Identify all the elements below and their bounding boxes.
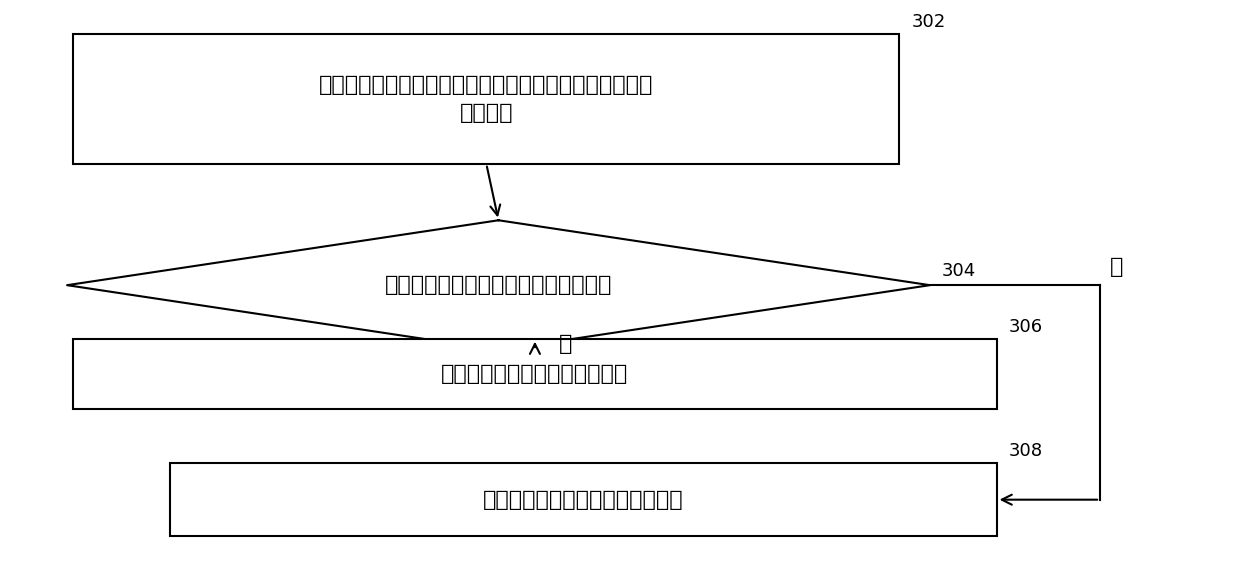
Text: 302: 302 bbox=[911, 13, 946, 31]
FancyBboxPatch shape bbox=[73, 34, 899, 164]
Text: 304: 304 bbox=[942, 262, 976, 279]
FancyBboxPatch shape bbox=[73, 339, 997, 410]
FancyBboxPatch shape bbox=[170, 463, 997, 536]
Text: 否: 否 bbox=[1110, 257, 1123, 276]
Text: 判断所述电压信号是否高于第一预设值: 判断所述电压信号是否高于第一预设值 bbox=[384, 275, 613, 295]
Text: 所述电量信息符合所述预设条件: 所述电量信息符合所述预设条件 bbox=[441, 364, 629, 384]
Text: 是: 是 bbox=[559, 335, 573, 354]
Text: 所述电量信息不符合所述预设条件: 所述电量信息不符合所述预设条件 bbox=[484, 490, 683, 510]
Text: 当第一电池单元为负载供电时，获取每个所述电池单元的
电压信号: 当第一电池单元为负载供电时，获取每个所述电池单元的 电压信号 bbox=[319, 75, 653, 123]
Text: 308: 308 bbox=[1009, 442, 1043, 460]
Polygon shape bbox=[67, 220, 930, 350]
Text: 306: 306 bbox=[1009, 318, 1043, 336]
